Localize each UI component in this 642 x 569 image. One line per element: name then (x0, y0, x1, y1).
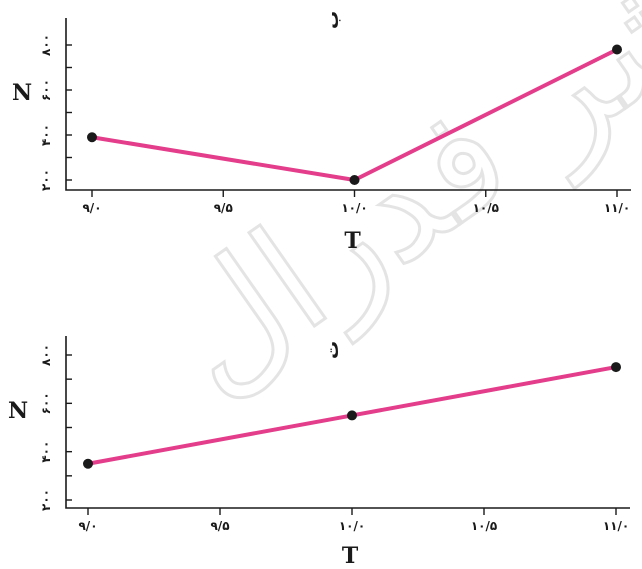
data-point (611, 362, 621, 373)
x-axis-title: T (342, 543, 359, 569)
chart-panel-1: ۲۰۰ ۴۰۰ ۶۰۰ ۸۰۰ ۹/۰ ۹/۵ ۱۰/۰ ۱۰/۵ ۱۱/۰ N T ب (12, 11, 631, 254)
x-tick-label: ۹/۰ (82, 201, 101, 215)
panel-label: ت (322, 341, 343, 359)
data-point (349, 175, 360, 185)
data-point (612, 44, 622, 55)
panel-label: ب (322, 11, 343, 29)
y-tick-label: ۶۰۰ (39, 392, 53, 414)
y-tick-label: ۲۰۰ (39, 169, 53, 191)
x-tick-label: ۱۱/۰ (603, 519, 629, 533)
data-point (83, 458, 93, 469)
x-tick-label: ۹/۵ (214, 201, 233, 215)
data-point (87, 132, 97, 143)
y-axis-title: N (12, 80, 32, 106)
y-tick-label: ۲۰۰ (39, 489, 53, 511)
y-tick-label: ۸۰۰ (39, 34, 53, 56)
data-point (347, 410, 357, 421)
axis-lines (65, 336, 630, 509)
y-tick-label: ۶۰۰ (39, 79, 53, 101)
watermark: نشر فدرال (133, 0, 642, 428)
y-axis-title: N (8, 398, 28, 424)
x-tick-label: ۱۰/۰ (341, 201, 367, 215)
x-tick-label: ۱۱/۰ (604, 201, 630, 215)
y-tick-label: ۴۰۰ (39, 441, 53, 463)
y-tick-label: ۴۰۰ (39, 124, 53, 146)
x-tick-label: ۱۰/۰ (339, 519, 365, 533)
axis-lines (65, 18, 631, 191)
x-tick-label: ۹/۰ (78, 519, 97, 533)
x-tick-label: ۱۰/۵ (473, 201, 499, 215)
x-axis-title: T (344, 228, 361, 254)
chart-layer: ۲۰۰ ۴۰۰ ۶۰۰ ۸۰۰ ۹/۰ ۹/۵ ۱۰/۰ ۱۰/۵ ۱۱/۰ N T ب ۲۰۰ ۴۰۰ ۶… (8, 11, 631, 569)
x-tick-label: ۱۰/۵ (471, 519, 497, 533)
x-tick-label: ۹/۵ (210, 519, 229, 533)
chart-panel-2: ۲۰۰ ۴۰۰ ۶۰۰ ۸۰۰ ۹/۰ ۹/۵ ۱۰/۰ ۱۰/۵ ۱۱/۰ N T ت (8, 336, 630, 569)
y-tick-label: ۸۰۰ (39, 344, 53, 366)
watermark-text: نشر فدرال (134, 0, 642, 427)
